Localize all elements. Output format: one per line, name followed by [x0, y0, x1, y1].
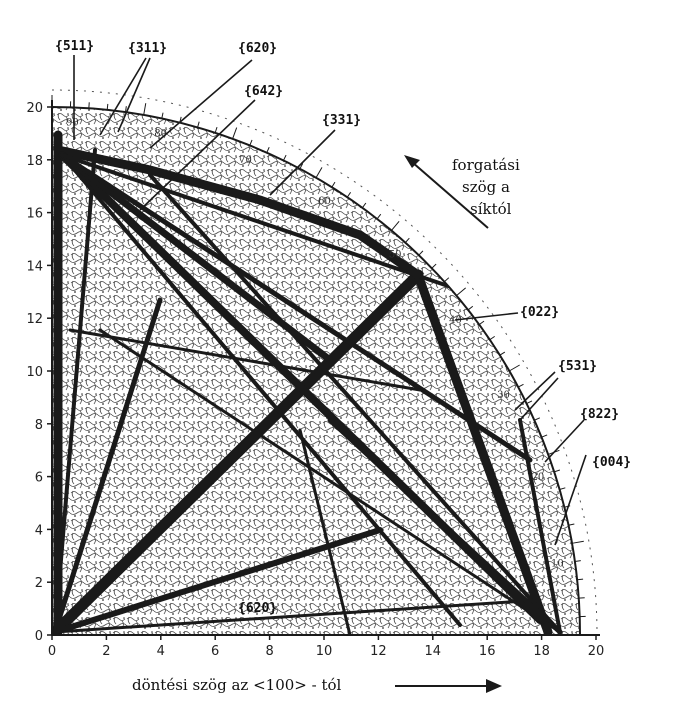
rotation-tick-mark: [197, 121, 200, 128]
rotation-arrow-icon: [404, 155, 489, 229]
rotation-tick-mark: [467, 305, 474, 311]
plane-label-004: {004}: [592, 455, 631, 470]
rotation-tick-mark: [315, 167, 323, 178]
x-tick-label: 0: [48, 644, 56, 659]
rotation-tick-mark: [568, 523, 575, 526]
rotation-tick-mark: [376, 213, 382, 220]
rotation-tick-mark: [214, 126, 218, 133]
rotation-tick-mark: [509, 364, 520, 372]
rotation-tick-mark: [456, 287, 466, 296]
rotation-tick-mark: [431, 263, 437, 269]
rotation-scale-label: 50: [389, 250, 402, 261]
plane-labels: {511} {311} {620} {642} {331} {022} {531…: [55, 39, 631, 616]
rotation-tick-mark: [534, 417, 541, 421]
x-axis-label: döntési szög az <100> - tól: [132, 676, 342, 694]
rotation-tick-mark: [249, 139, 253, 146]
rotation-tick-mark: [526, 400, 533, 404]
plane-label-022: {022}: [520, 305, 559, 320]
rotation-tick-mark: [478, 320, 485, 326]
x-tick-label: 16: [479, 644, 496, 659]
rotation-tick-mark: [574, 560, 581, 563]
rotation-tick-mark: [124, 106, 127, 113]
y-tick-label: 4: [35, 523, 43, 538]
rotation-scale-label: 20: [531, 472, 544, 483]
y-tick-label: 0: [35, 629, 43, 644]
plane-label-531: {531}: [558, 359, 597, 374]
rotation-tick-mark: [571, 540, 584, 544]
plane-label-620-top: {620}: [238, 41, 277, 56]
y-tick-label: 8: [35, 418, 43, 433]
rotation-scale-label: 70: [239, 155, 252, 166]
right-arrow-icon: [395, 679, 502, 693]
rotation-caption-line-1: forgatási: [452, 156, 520, 174]
rotation-tick-mark: [266, 146, 270, 153]
rotation-tick-mark: [331, 181, 336, 188]
rotation-tick-mark: [418, 250, 424, 256]
rotation-tick-mark: [232, 127, 238, 140]
channeling-bands: [52, 130, 563, 635]
y-tick-label: 18: [26, 154, 43, 169]
y-tick-label: 14: [26, 259, 43, 274]
y-tick-label: 20: [26, 101, 43, 116]
plane-label-311: {311}: [128, 41, 167, 56]
y-tick-label: 10: [26, 365, 43, 380]
rotation-tick-mark: [106, 103, 109, 110]
plane-label-822: {822}: [580, 407, 619, 422]
rotation-scale-label: 30: [497, 390, 510, 401]
axes: 0 2 4 6 8 10 12 14 16 18 20 0 2 4 6 8 10 12 14 16 18 20: [26, 100, 604, 659]
rotation-scale-label: 10: [551, 559, 564, 570]
rotation-tick-mark: [404, 237, 410, 243]
rotation-tick-mark: [517, 383, 524, 388]
x-tick-label: 6: [211, 644, 219, 659]
rotation-tick-mark: [541, 434, 548, 438]
x-tick-label: 20: [588, 644, 605, 659]
rotation-tick-mark: [444, 277, 450, 283]
rotation-scale-label: 80: [154, 129, 167, 140]
plane-label-331: {331}: [322, 113, 361, 128]
rotation-scale-label: 90: [66, 117, 79, 128]
rotation-tick-mark: [489, 335, 495, 341]
x-tick-label: 18: [533, 644, 550, 659]
x-tick-label: 2: [102, 644, 110, 659]
x-tick-label: 12: [370, 644, 387, 659]
rotation-tick-mark: [161, 112, 164, 119]
x-tick-label: 8: [265, 644, 273, 659]
rotation-caption-line-3: síktól: [470, 200, 512, 218]
y-tick-label: 6: [35, 471, 43, 486]
plane-label-620-bottom: {620}: [238, 601, 277, 616]
y-tick-label: 16: [26, 207, 43, 222]
rotation-tick-mark: [346, 192, 352, 198]
rotation-tick-mark: [361, 202, 367, 209]
plane-label-642: {642}: [244, 84, 283, 99]
rotation-scale-ticks: [51, 95, 592, 636]
x-tick-label: 4: [157, 644, 165, 659]
rotation-tick-mark: [559, 487, 566, 490]
y-tick-label: 12: [26, 312, 43, 327]
plane-label-511: {511}: [55, 39, 94, 54]
rotation-tick-mark: [577, 578, 584, 581]
rotation-tick-mark: [299, 163, 304, 170]
x-tick-label: 14: [425, 644, 442, 659]
rotation-tick-mark: [499, 351, 506, 356]
rotation-caption: forgatási szög a síktól: [404, 155, 520, 229]
x-axis-ticks: 0 2 4 6 8 10 12 14 16 18 20: [48, 635, 604, 659]
rotation-tick-mark: [554, 469, 561, 473]
x-axis-caption: döntési szög az <100> - tól: [132, 676, 502, 694]
rotation-tick-mark: [143, 103, 147, 116]
y-tick-label: 2: [35, 576, 43, 591]
leader-lines: [73, 55, 587, 546]
rotation-tick-mark: [283, 154, 287, 161]
y-axis-ticks: 0 2 4 6 8 10 12 14 16 18 20: [26, 101, 52, 644]
rotation-caption-line-2: szög a: [462, 178, 510, 196]
rotation-tick-mark: [391, 221, 400, 231]
x-tick-label: 10: [316, 644, 333, 659]
rotation-scale-label: 60: [318, 196, 331, 207]
